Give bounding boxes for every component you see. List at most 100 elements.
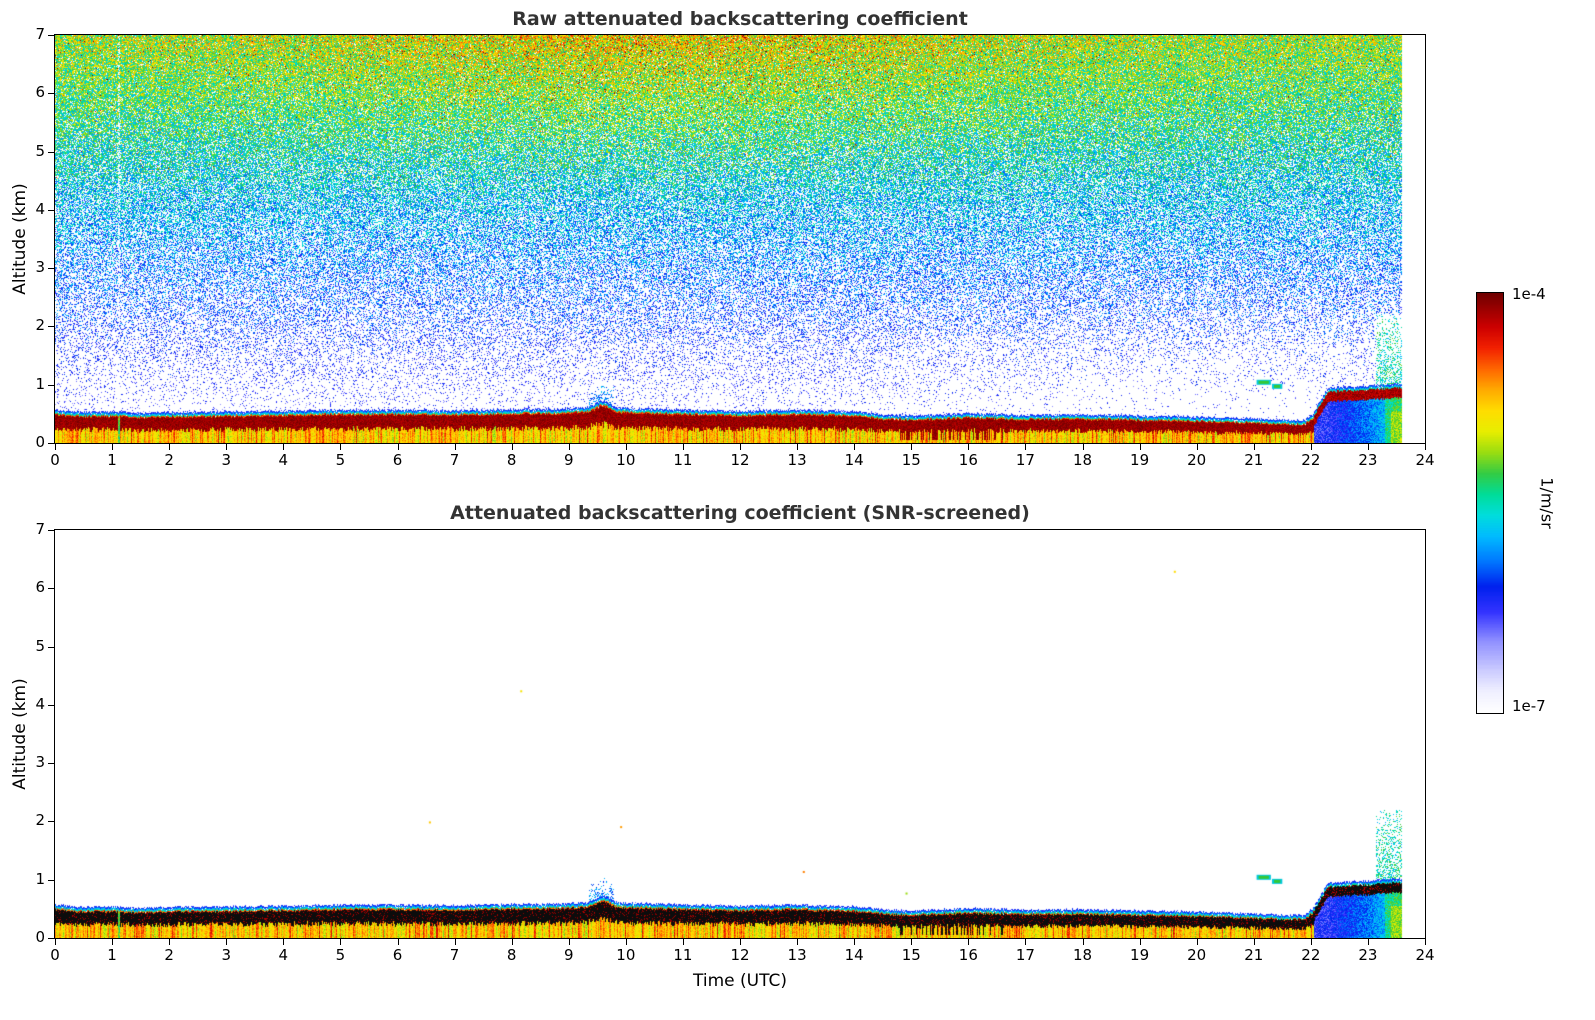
- x-tick-mark: [1139, 939, 1141, 945]
- x-tick-label: 11: [673, 946, 693, 964]
- x-tick-label: 12: [730, 946, 750, 964]
- x-tick-mark: [1025, 444, 1027, 450]
- x-tick-label: 9: [563, 946, 574, 964]
- x-tick-mark: [911, 444, 913, 450]
- x-tick-mark: [340, 444, 342, 450]
- y-tick-mark: [48, 443, 54, 444]
- x-tick-label: 6: [392, 451, 403, 469]
- y-tick-label: 4: [35, 199, 45, 218]
- y-tick-mark: [48, 151, 54, 153]
- y-tick-mark: [48, 646, 54, 648]
- screened-backscatter-heatmap: [55, 530, 1425, 938]
- x-tick-label: 16: [958, 946, 978, 964]
- y-tick-mark: [48, 35, 54, 36]
- x-tick-mark: [682, 444, 684, 450]
- colorbar-min-label: 1e-7: [1512, 697, 1546, 715]
- y-tick-mark: [48, 93, 54, 95]
- x-tick-mark: [625, 444, 627, 450]
- x-tick-label: 0: [50, 451, 60, 469]
- y-tick-mark: [48, 763, 54, 765]
- x-tick-mark: [55, 939, 56, 945]
- x-tick-mark: [797, 939, 799, 945]
- y-tick-mark: [48, 938, 54, 939]
- x-tick-mark: [911, 939, 913, 945]
- x-tick-label: 9: [563, 451, 574, 469]
- x-tick-mark: [968, 444, 970, 450]
- x-tick-label: 19: [1130, 946, 1150, 964]
- x-tick-label: 6: [392, 946, 403, 964]
- y-tick-label: 4: [35, 694, 45, 713]
- x-tick-label: 15: [901, 946, 921, 964]
- x-tick-label: 7: [449, 946, 460, 964]
- x-tick-label: 23: [1358, 946, 1378, 964]
- x-tick-mark: [1367, 444, 1369, 450]
- x-tick-label: 12: [730, 451, 750, 469]
- x-tick-mark: [169, 939, 171, 945]
- x-tick-label: 4: [278, 946, 289, 964]
- x-tick-mark: [112, 444, 114, 450]
- y-tick-label: 1: [35, 869, 45, 888]
- x-tick-label: 3: [221, 946, 232, 964]
- y-tick-label: 7: [35, 25, 45, 43]
- x-tick-mark: [625, 939, 627, 945]
- y-tick-label: 5: [35, 636, 45, 655]
- colorbar-units-label: 1/m/sr: [1537, 477, 1557, 529]
- x-tick-mark: [1425, 444, 1426, 450]
- x-tick-label: 7: [449, 451, 460, 469]
- x-tick-mark: [1310, 444, 1312, 450]
- x-tick-mark: [968, 939, 970, 945]
- x-tick-mark: [454, 444, 456, 450]
- x-tick-mark: [1082, 939, 1084, 945]
- panel-screened-title: Attenuated backscattering coefficient (S…: [450, 502, 1030, 524]
- x-tick-mark: [854, 444, 856, 450]
- x-tick-mark: [511, 444, 513, 450]
- y-tick-label: 0: [35, 928, 45, 946]
- y-tick-mark: [48, 821, 54, 823]
- y-tick-label: 2: [35, 811, 45, 830]
- y-tick-label: 6: [35, 83, 45, 102]
- x-tick-mark: [1425, 939, 1426, 945]
- x-tick-label: 22: [1301, 946, 1321, 964]
- x-tick-mark: [511, 939, 513, 945]
- panel-screened-plot-area: [54, 529, 1426, 939]
- x-tick-label: 20: [1187, 946, 1207, 964]
- x-tick-mark: [397, 444, 399, 450]
- x-tick-mark: [1196, 939, 1198, 945]
- x-tick-label: 1: [107, 946, 117, 964]
- x-tick-mark: [1025, 939, 1027, 945]
- x-tick-mark: [169, 444, 171, 450]
- x-tick-mark: [1253, 939, 1255, 945]
- x-tick-label: 21: [1244, 946, 1264, 964]
- x-tick-label: 16: [958, 451, 978, 469]
- x-tick-mark: [340, 939, 342, 945]
- raw-backscatter-heatmap: [55, 35, 1425, 443]
- x-tick-label: 4: [278, 451, 289, 469]
- x-tick-mark: [740, 939, 741, 945]
- x-tick-label: 18: [1072, 946, 1093, 964]
- y-tick-label: 2: [35, 316, 45, 335]
- x-tick-mark: [797, 444, 799, 450]
- panel-raw-plot-area: [54, 34, 1426, 444]
- x-tick-label: 18: [1072, 451, 1093, 469]
- x-tick-label: 14: [844, 451, 864, 469]
- x-tick-mark: [283, 939, 285, 945]
- x-tick-label: 22: [1301, 451, 1321, 469]
- y-tick-mark: [48, 879, 54, 881]
- colorbar: [1476, 292, 1504, 714]
- y-tick-mark: [48, 384, 54, 386]
- y-tick-mark: [48, 704, 54, 706]
- y-tick-mark: [48, 209, 54, 211]
- x-tick-mark: [55, 444, 56, 450]
- x-tick-label: 23: [1358, 451, 1378, 469]
- x-tick-label: 13: [787, 946, 807, 964]
- x-tick-label: 14: [844, 946, 864, 964]
- x-tick-mark: [112, 939, 114, 945]
- panel-raw-title: Raw attenuated backscattering coefficien…: [512, 8, 968, 30]
- x-tick-label: 24: [1415, 946, 1435, 964]
- x-tick-mark: [682, 939, 684, 945]
- colorbar-max-label: 1e-4: [1512, 285, 1546, 303]
- x-tick-label: 10: [616, 451, 636, 469]
- y-tick-mark: [48, 326, 54, 328]
- y-tick-label: 6: [35, 578, 45, 597]
